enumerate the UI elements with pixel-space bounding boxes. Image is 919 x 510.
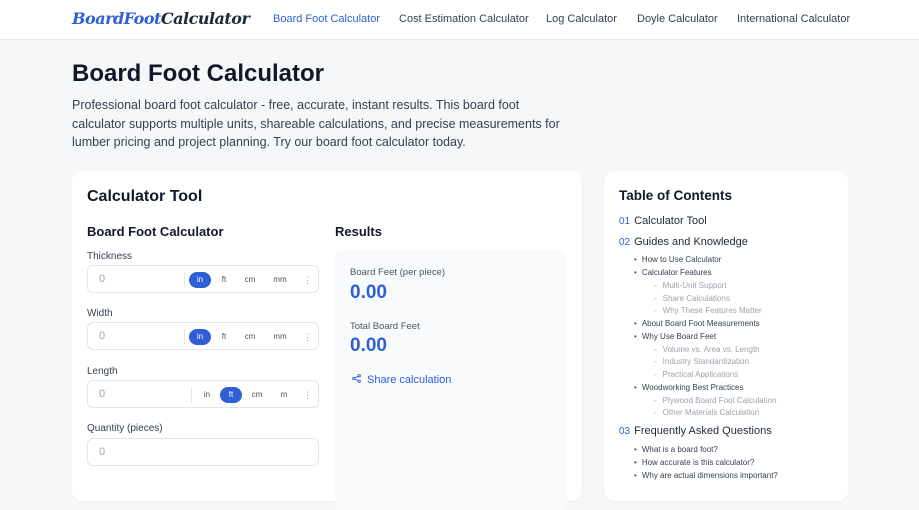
results-panel: Board Feet (per piece) 0.00 Total Board … [335,250,567,510]
toc-subsubitem[interactable]: Multi-Unit Support [654,281,727,290]
toc-subsubitem[interactable]: Why These Features Matter [654,306,762,315]
more-units-icon[interactable]: ⋮ [303,390,312,400]
toc-subitem[interactable]: Why are actual dimensions important? [634,471,778,480]
calculator-card-title: Calculator Tool [87,188,203,205]
thickness-unit-ft[interactable]: ft [221,275,227,284]
length-unit-ft[interactable]: ft [220,387,242,403]
length-unit-m[interactable]: m [280,390,288,399]
per-piece-value: 0.00 [350,282,387,303]
thickness-input[interactable]: 0 in ft cm mm ⋮ [87,265,319,293]
page-title: Board Foot Calculator [72,60,325,87]
width-input[interactable]: 0 in ft cm mm ⋮ [87,322,319,350]
width-unit-in[interactable]: in [189,329,211,345]
thickness-unit-in[interactable]: in [189,272,211,288]
toc-subsubitem[interactable]: Share Calculations [654,294,730,303]
share-icon [352,374,361,383]
width-unit-cm[interactable]: cm [244,332,256,341]
thickness-unit-cm[interactable]: cm [244,275,256,284]
toc-subitem[interactable]: Why Use Board Feet [634,332,716,341]
toc-subsubitem[interactable]: Industry Standardization [654,357,749,366]
width-unit-ft[interactable]: ft [221,332,227,341]
width-label: Width [87,308,113,319]
form-title: Board Foot Calculator [87,224,224,239]
header: BoardFootCalculator Board Foot Calculato… [0,0,919,40]
toc-item-calculator-tool[interactable]: 01 Calculator Tool [619,215,707,227]
total-value: 0.00 [350,335,387,356]
nav-cost-estimation-calculator[interactable]: Cost Estimation Calculator [399,13,529,25]
logo[interactable]: BoardFootCalculator [72,9,250,28]
results-title: Results [335,224,382,239]
toc-item-faq[interactable]: 03 Frequently Asked Questions [619,425,772,437]
length-label: Length [87,366,118,377]
toc-subitem[interactable]: How to Use Calculator [634,255,722,264]
toc-subsubitem[interactable]: Volume vs. Area vs. Length [654,345,760,354]
thickness-unit-mm[interactable]: mm [273,275,287,284]
nav-log-calculator[interactable]: Log Calculator [546,13,617,25]
thickness-label: Thickness [87,251,133,262]
toc-subitem[interactable]: How accurate is this calculator? [634,458,755,467]
toc-subsubitem[interactable]: Plywood Board Foot Calculation [654,396,777,405]
length-input[interactable]: 0 in ft cm m ⋮ [87,380,319,408]
share-calculation-button[interactable]: Share calculation [352,374,451,386]
calculator-card: Calculator Tool Board Foot Calculator Th… [72,171,582,510]
length-unit-in[interactable]: in [203,390,211,399]
toc-subsubitem[interactable]: Practical Applications [654,370,739,379]
toc-subitem[interactable]: What is a board foot? [634,445,718,454]
toc-subitem[interactable]: About Board Foot Measurements [634,319,760,328]
more-units-icon[interactable]: ⋮ [303,275,312,285]
quantity-label: Quantity (pieces) [87,423,163,434]
nav-board-foot-calculator[interactable]: Board Foot Calculator [273,13,380,25]
length-unit-cm[interactable]: cm [251,390,263,399]
width-unit-mm[interactable]: mm [273,332,287,341]
nav-doyle-calculator[interactable]: Doyle Calculator [637,13,718,25]
total-label: Total Board Feet [350,321,420,332]
table-of-contents: Table of Contents 01 Calculator Tool 02 Gu… [604,171,848,501]
nav-international-calculator[interactable]: International Calculator [737,13,851,25]
more-units-icon[interactable]: ⋮ [303,332,312,342]
toc-subsubitem[interactable]: Other Materials Calculation [654,408,759,417]
toc-item-guides[interactable]: 02 Guides and Knowledge [619,236,748,248]
toc-subitem[interactable]: Calculator Features [634,268,712,277]
page-intro: Professional board foot calculator - fre… [72,98,560,149]
quantity-input[interactable]: 0 [87,438,319,466]
per-piece-label: Board Feet (per piece) [350,267,446,278]
toc-subitem[interactable]: Woodworking Best Practices [634,383,744,392]
toc-title: Table of Contents [619,188,732,203]
